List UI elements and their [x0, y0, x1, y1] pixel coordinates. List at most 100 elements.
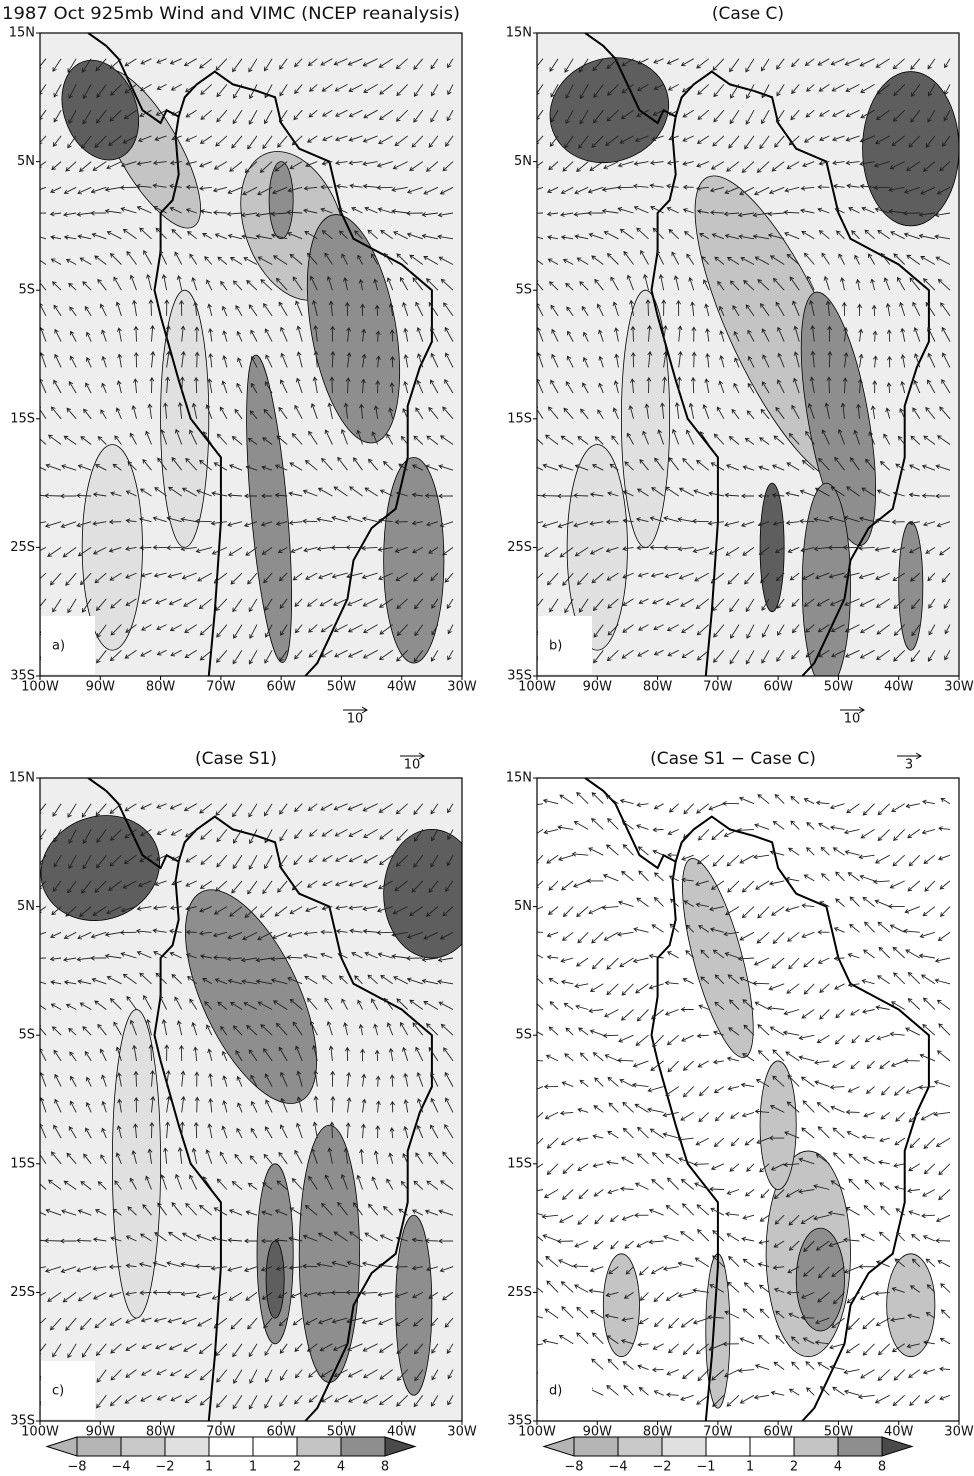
lon-label: 40W	[884, 1425, 914, 1440]
colorbar-box	[794, 1437, 838, 1456]
lon-label: 100W	[518, 680, 556, 695]
reference-label: 10	[404, 758, 421, 773]
colorbar-box	[662, 1437, 706, 1456]
label-box	[41, 616, 95, 674]
contour-shade	[266, 1241, 284, 1318]
lon-label: 50W	[327, 680, 357, 695]
colorbar-box	[165, 1437, 209, 1456]
lat-label: 15S	[10, 1156, 35, 1171]
colorbar-label: −4	[608, 1460, 627, 1475]
lon-label: 90W	[86, 680, 116, 695]
lat-label: 15N	[9, 26, 35, 41]
lon-label: 60W	[266, 680, 296, 695]
map-field	[30, 33, 462, 676]
colorbar-label: 2	[293, 1460, 301, 1475]
map-field	[527, 778, 959, 1421]
lat-label: 5S	[18, 1028, 35, 1043]
lon-label: 80W	[643, 680, 673, 695]
lat-label: 15N	[9, 771, 35, 786]
reference-label: 3	[905, 758, 913, 773]
colorbar-box	[121, 1437, 165, 1456]
lat-label: 25S	[10, 1285, 35, 1300]
panel-title: (Case C)	[712, 4, 784, 24]
colorbar-label: 1	[746, 1460, 754, 1475]
colorbar-end	[544, 1437, 574, 1456]
lat-label: 5N	[514, 154, 532, 169]
panel-title: 1987 Oct 925mb Wind and VIMC (NCEP reana…	[2, 4, 460, 24]
colorbar-end	[385, 1437, 415, 1456]
lon-label: 30W	[944, 1425, 974, 1440]
colorbar-box	[706, 1437, 750, 1456]
colorbar-box	[209, 1437, 253, 1456]
contour-shade	[621, 290, 669, 547]
colorbar-box	[297, 1437, 341, 1456]
contour-shade	[384, 829, 480, 958]
colorbar-box	[750, 1437, 794, 1456]
lat-label: 5N	[514, 899, 532, 914]
lon-label: 40W	[387, 680, 417, 695]
contour-shade	[760, 1061, 796, 1190]
figure: 15N5N5S15S25S35S100W90W80W70W60W50W40W30…	[0, 0, 974, 1476]
label-box	[538, 1361, 592, 1419]
panel-label: c)	[52, 1384, 64, 1399]
contour-shade	[384, 457, 444, 663]
label-box	[41, 1361, 95, 1419]
lon-label: 90W	[583, 680, 613, 695]
map-field	[527, 33, 959, 689]
colorbar-end	[882, 1437, 912, 1456]
colorbar-end	[47, 1437, 77, 1456]
colorbar-label: −2	[652, 1460, 671, 1475]
colorbar-box	[574, 1437, 618, 1456]
lon-label: 30W	[944, 680, 974, 695]
colorbar-label: 2	[790, 1460, 798, 1475]
contour-shade	[269, 162, 293, 239]
lon-label: 50W	[824, 680, 854, 695]
contour-shade	[603, 1254, 639, 1357]
colorbar-label: −4	[111, 1460, 130, 1475]
label-box	[538, 616, 592, 674]
lat-label: 25S	[10, 540, 35, 555]
colorbar-label: −2	[155, 1460, 174, 1475]
lat-label: 5S	[18, 283, 35, 298]
map-panel: 15N5N5S15S25S35S100W90W80W70W60W50W40W30…	[9, 749, 480, 1440]
lon-label: 70W	[206, 680, 236, 695]
lat-label: 15S	[507, 1156, 532, 1171]
colorbar-box	[341, 1437, 385, 1456]
colorbar-label: −1	[696, 1460, 715, 1475]
reference-label: 10	[844, 712, 861, 727]
colorbar-label: 1	[249, 1460, 257, 1475]
lon-label: 80W	[146, 680, 176, 695]
colorbar-box	[838, 1437, 882, 1456]
panel-label: a)	[52, 639, 65, 654]
panel-title: (Case S1)	[195, 749, 277, 769]
colorbar-label: 8	[381, 1460, 389, 1475]
lon-label: 70W	[703, 680, 733, 695]
colorbar-label: 8	[878, 1460, 886, 1475]
lon-label: 100W	[518, 1425, 556, 1440]
contour-shade	[299, 1125, 359, 1382]
colorbar-label: 4	[834, 1460, 842, 1475]
colorbar: −8−4−211248	[47, 1437, 415, 1475]
lon-label: 100W	[21, 680, 59, 695]
lat-label: 5S	[515, 283, 532, 298]
lat-label: 5S	[515, 1028, 532, 1043]
lat-label: 5N	[17, 899, 35, 914]
colorbar-box	[253, 1437, 297, 1456]
map-field	[26, 778, 480, 1421]
lon-label: 100W	[21, 1425, 59, 1440]
lat-label: 5N	[17, 154, 35, 169]
colorbar-label: 1	[205, 1460, 213, 1475]
contour-shade	[802, 483, 850, 689]
contour-shade	[899, 522, 923, 651]
contour-shade	[396, 1215, 432, 1395]
lon-label: 60W	[763, 680, 793, 695]
map-panel: 15N5N5S15S25S35S100W90W80W70W60W50W40W30…	[506, 4, 974, 727]
lon-label: 30W	[447, 680, 477, 695]
lat-label: 15S	[10, 411, 35, 426]
colorbar-box	[77, 1437, 121, 1456]
contour-shade	[760, 483, 784, 612]
lon-label: 40W	[387, 1425, 417, 1440]
lon-label: 30W	[447, 1425, 477, 1440]
